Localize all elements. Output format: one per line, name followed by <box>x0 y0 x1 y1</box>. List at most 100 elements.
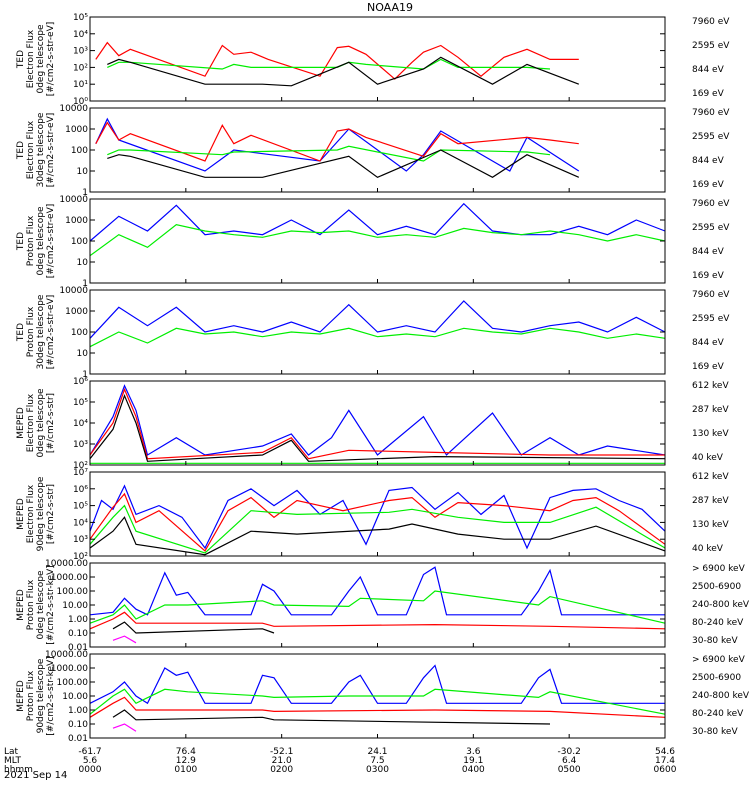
y-tick-label: 100.00 <box>57 587 89 597</box>
y-tick-label: 1000.00 <box>51 664 88 674</box>
x-tick-label-hhmm: 0100 <box>174 765 197 775</box>
y-axis-label: 0deg telescope <box>36 24 46 94</box>
legend-entry: 2595 eV <box>692 314 730 324</box>
y-tick-label: 10³ <box>73 47 88 57</box>
y-tick-label: 10² <box>73 552 88 562</box>
panel-3: 1 10 100 1000 10000 TED Proton Flux 0deg telesc… <box>16 195 730 289</box>
y-tick-label: 1000.00 <box>51 573 88 583</box>
x-tick-label-hhmm: 0400 <box>462 765 485 775</box>
y-tick-label: 100 <box>71 237 88 247</box>
y-tick-label: 1.00 <box>68 706 88 716</box>
y-tick-label: 10⁴ <box>73 518 88 528</box>
x-tick-label-lat: 24.1 <box>367 747 387 757</box>
panel-frame <box>89 198 666 284</box>
legend-entry: 169 eV <box>692 89 725 99</box>
legend-entry: 240-800 keV <box>692 600 750 610</box>
panel-7: 0.01 0.10 1.00 10.00 100.00 1000.00 10000.00 ME… <box>16 559 750 653</box>
y-tick-label: 10⁵ <box>73 398 88 408</box>
y-axis-label: 90deg telescope <box>36 658 46 733</box>
y-axis-label: TED <box>16 141 26 160</box>
y-axis-label: [#/cm2-s-str] <box>46 484 56 544</box>
x-row-label: MLT <box>4 756 22 766</box>
x-tick-label-lat: 54.6 <box>655 747 675 757</box>
y-tick-label: 0.01 <box>68 643 88 653</box>
y-axis-label: [#/cm2-s-str-keV] <box>46 656 56 735</box>
legend-entry: 40 keV <box>692 453 724 463</box>
y-tick-label: 0.10 <box>68 629 88 639</box>
series-1-1 <box>95 41 579 80</box>
y-tick-label: 10000 <box>59 104 88 114</box>
legend-entry: 130 keV <box>692 520 729 530</box>
y-tick-label: 100 <box>71 328 88 338</box>
series-5-2 <box>89 387 665 460</box>
chart-title: NOAA19 <box>367 1 413 14</box>
y-tick-label: 10000 <box>59 195 88 205</box>
series-3-1 <box>89 202 666 242</box>
legend-entry: 130 keV <box>692 429 729 439</box>
series-2-1 <box>95 117 580 172</box>
y-axis-label: TED <box>16 232 26 251</box>
y-axis-label: Electron Flux <box>26 29 36 88</box>
x-tick-label-mlt: 6.4 <box>562 756 577 766</box>
series-8-1 <box>89 664 665 705</box>
x-tick-label-hhmm: 0200 <box>270 765 293 775</box>
legend-entry: 30-80 keV <box>692 636 738 646</box>
series-3-2 <box>89 224 666 257</box>
x-tick-label-hhmm: 0600 <box>654 765 677 775</box>
x-tick-label-lat: 3.6 <box>466 747 481 757</box>
y-axis-label: [#/cm2-s-str-eV] <box>46 22 56 97</box>
legend-entry: 169 eV <box>692 271 725 281</box>
y-axis-label: TED <box>16 50 26 69</box>
series-8-5 <box>112 723 137 732</box>
series-8-2 <box>89 688 666 715</box>
y-axis-label: [#/cm2-s-str-eV] <box>46 295 56 370</box>
legend-entry: 80-240 keV <box>692 709 744 719</box>
y-tick-label: 10² <box>73 461 88 471</box>
y-tick-label: 10.00 <box>62 692 88 702</box>
y-tick-label: 10000.00 <box>45 559 88 569</box>
panel-6: 10² 10³ 10⁴ 10⁵ 10⁶ 10⁷ MEPED Electron Flux 90de… <box>16 468 729 562</box>
y-tick-label: 0.01 <box>68 734 88 744</box>
legend-entry: 844 eV <box>692 247 725 257</box>
y-tick-label: 1 <box>82 370 88 380</box>
y-tick-label: 10⁵ <box>73 502 88 512</box>
series-2-2 <box>95 121 579 162</box>
y-axis-label: Electron Flux <box>26 393 36 452</box>
legend-entry: 2500-6900 <box>692 673 741 683</box>
x-tick-label-mlt: 21.0 <box>272 756 292 766</box>
y-tick-label: 10 <box>77 258 89 268</box>
legend-entry: 169 eV <box>692 180 725 190</box>
legend-entry: 287 keV <box>692 496 729 506</box>
y-tick-label: 10 <box>77 349 89 359</box>
y-axis-label: [#/cm2-s-str-keV] <box>46 565 56 644</box>
series-6-4 <box>89 516 666 556</box>
legend-entry: 287 keV <box>692 405 729 415</box>
y-axis-label: [#/cm2-s-str-eV] <box>46 204 56 279</box>
legend-entry: 7960 eV <box>692 17 730 27</box>
y-axis-label: MEPED <box>16 407 26 439</box>
x-tick-label-lat: 76.4 <box>176 747 196 757</box>
y-tick-label: 10⁴ <box>73 30 88 40</box>
panel-5: 10² 10³ 10⁴ 10⁵ 10⁶ MEPED Electron Flux 0deg te… <box>16 377 729 471</box>
date-label: 2021 Sep 14 <box>4 770 67 781</box>
legend-entry: 2595 eV <box>692 41 730 51</box>
series-2-3 <box>107 145 551 162</box>
y-tick-label: 1000 <box>65 125 88 135</box>
y-tick-label: 10⁶ <box>73 377 88 387</box>
legend-entry: 169 eV <box>692 362 725 372</box>
x-row-label: hhmm <box>4 765 33 775</box>
y-axis-label: Proton Flux <box>26 670 36 721</box>
series-8-4 <box>112 709 551 725</box>
legend-entry: 30-80 keV <box>692 727 738 737</box>
x-tick-label-lat: -52.1 <box>270 747 293 757</box>
y-axis-label: [#/cm2-s-str] <box>46 393 56 453</box>
y-axis-label: 0deg telescope <box>36 388 46 458</box>
legend-entry: 844 eV <box>692 338 725 348</box>
series-7-4 <box>112 621 275 634</box>
x-tick-label-mlt: 19.1 <box>463 756 483 766</box>
y-tick-label: 1 <box>82 279 88 289</box>
y-axis-label: Proton Flux <box>26 215 36 266</box>
series-5-1 <box>89 384 666 456</box>
